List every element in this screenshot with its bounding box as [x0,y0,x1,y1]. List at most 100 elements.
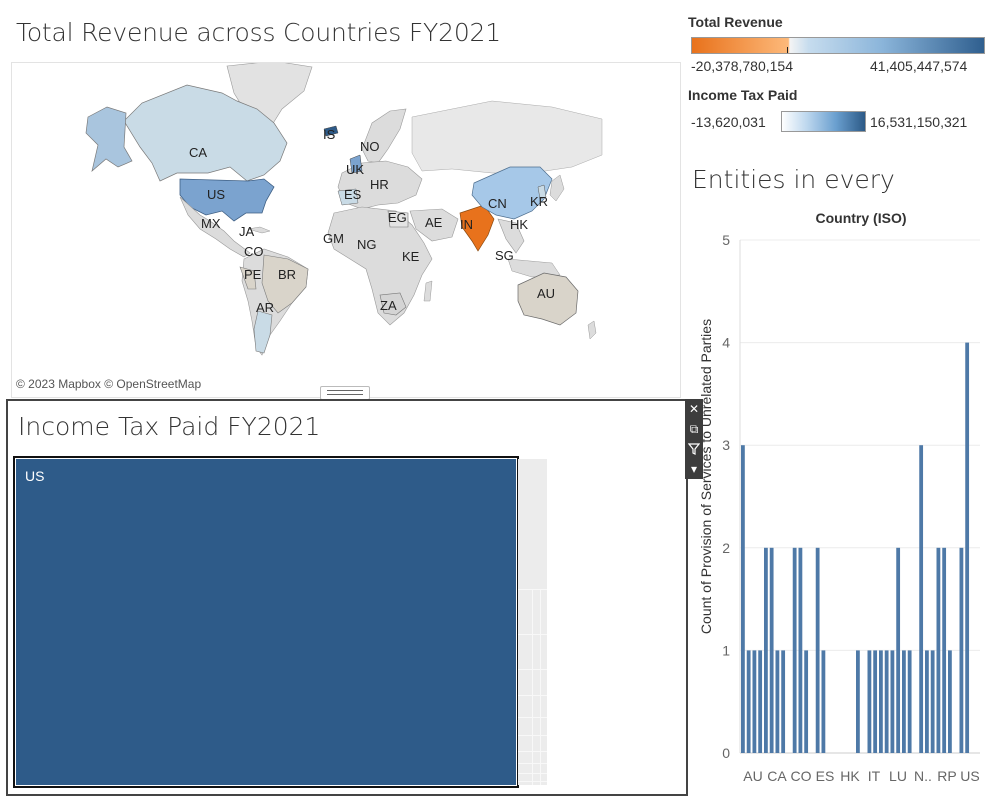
region-us-alaska[interactable] [85,106,133,172]
close-icon[interactable]: ✕ [688,402,700,416]
map-label-is: IS [323,127,336,142]
map-label-us: US [207,187,225,202]
revenue-zero-tick [787,47,788,53]
resize-handle[interactable] [320,386,370,400]
map-label-ca: CA [189,145,207,160]
map-label-ke: KE [402,249,420,264]
x-tick-label: LU [889,768,907,784]
bar[interactable] [781,650,786,753]
bar[interactable] [798,547,803,753]
y-tick-label: 0 [722,745,730,761]
bar[interactable] [879,650,883,753]
bar[interactable] [752,650,757,753]
x-tick-label: IT [868,768,881,784]
bar[interactable] [775,650,780,753]
filter-icon[interactable] [685,439,703,459]
export-icon[interactable]: ⧉ [689,422,699,436]
menu-icon[interactable]: ▾ [690,462,698,476]
x-tick-label: N.. [914,768,932,784]
bar[interactable] [769,547,774,753]
bar[interactable] [919,445,924,753]
bar[interactable] [764,547,768,753]
bar-chart[interactable]: 0 1 2 3 4 5 Count of Provision of Services to … [690,225,990,795]
y-tick-label: 1 [722,642,730,658]
bar[interactable] [936,547,941,753]
region-ar[interactable] [253,310,273,354]
map-label-ja: JA [239,224,255,239]
bar[interactable] [959,547,964,753]
x-tick-label: CO [791,768,812,784]
region-za[interactable] [379,292,407,316]
world-map[interactable]: CA US MX JA CO PE BR AR IS NO UK ES HR EG AE GM NG KE ZA IN… [11,62,681,398]
map-label-ng: NG [357,237,377,252]
bar[interactable] [873,650,878,753]
region-is[interactable] [323,125,339,137]
bar[interactable] [896,547,901,753]
region-ca[interactable] [123,84,288,182]
bar[interactable] [856,650,860,753]
region-cn[interactable] [471,166,553,220]
worksheet-toolbar: ✕ ⧉ ▾ [685,399,703,479]
tax-legend-max: 16,531,150,321 [870,114,968,130]
bar[interactable] [758,650,763,753]
y-tick-label: 5 [722,232,730,248]
bar[interactable] [942,547,947,753]
map-label-no: NO [360,139,380,154]
bar[interactable] [746,650,751,753]
x-tick-label: US [960,768,979,784]
world-map-canvas[interactable]: CA US MX JA CO PE BR AR IS NO UK ES HR EG AE GM NG KE ZA IN… [12,63,680,397]
bar[interactable] [741,445,745,753]
region-br[interactable] [261,254,309,314]
region-eg[interactable] [387,210,409,228]
map-label-hr: HR [370,177,389,192]
bar[interactable] [930,650,935,753]
map-label-eg: EG [388,210,407,225]
tax-legend-title: Income Tax Paid [688,87,798,103]
bar[interactable] [902,650,906,753]
map-label-hk: HK [510,217,528,232]
map-label-sg: SG [495,248,514,263]
y-tick-label: 4 [722,335,730,351]
region-kr[interactable] [537,184,547,200]
map-label-za: ZA [380,298,397,313]
map-label-au: AU [537,286,555,301]
tax-color-ramp[interactable] [781,111,866,132]
map-label-ar: AR [256,300,274,315]
map-title: Total Revenue across Countries FY2021 [16,18,501,47]
bar[interactable] [890,650,895,753]
x-tick-label: CA [767,768,787,784]
revenue-color-ramp[interactable] [691,37,985,54]
bar[interactable] [821,650,826,753]
bar[interactable] [948,650,952,753]
map-label-kr: KR [530,194,548,209]
treemap-tile-us[interactable]: US [13,456,519,788]
map-label-ae: AE [425,215,443,230]
bar[interactable] [804,650,809,753]
map-label-es: ES [344,187,362,202]
revenue-legend-min: -20,378,780,154 [691,58,793,74]
bar[interactable] [884,650,889,753]
bar[interactable] [792,547,797,753]
x-tick-label: RP [937,768,956,784]
bar[interactable] [925,650,929,753]
region-uk[interactable] [349,154,363,174]
map-label-pe: PE [244,267,262,282]
map-attribution[interactable]: © 2023 Mapbox © OpenStreetMap [16,377,202,391]
revenue-legend-max: 41,405,447,574 [870,58,968,74]
x-tick-label: AU [743,768,762,784]
bar-chart-column-header: Country (ISO) [815,210,907,226]
y-axis-title: Count of Provision of Services to Unrela… [698,319,714,634]
bar[interactable] [907,650,912,753]
region-au[interactable] [517,272,579,326]
map-label-in: IN [460,217,473,232]
bar[interactable] [815,547,820,753]
map-label-co: CO [244,244,264,259]
region-es[interactable] [337,188,359,206]
income-tax-panel[interactable]: Income Tax Paid FY2021 US [6,399,688,796]
treemap-small-tiles[interactable] [518,459,547,785]
bar[interactable] [965,342,970,753]
tax-legend-min: -13,620,031 [691,114,766,130]
x-tick-label: HK [840,768,860,784]
bar[interactable] [867,650,872,753]
x-tick-label: ES [816,768,835,784]
